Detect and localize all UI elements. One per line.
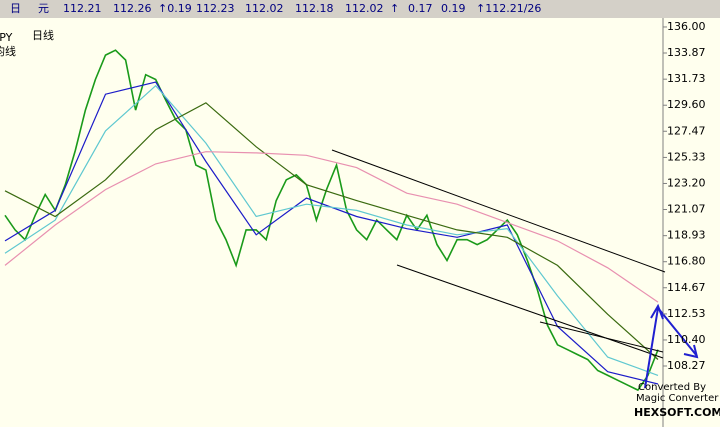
indicator: 均线 (0, 44, 16, 58)
series-line (4, 84, 659, 376)
header: 日元 112.21 112.26 ↑0.19 112.23 112.02 112.18 112… (10, 2, 541, 15)
y-tick-label: 133.87 (667, 46, 706, 59)
trend-lines (331, 149, 666, 359)
header-item: 元 (38, 2, 49, 15)
series-line (4, 151, 659, 303)
y-tick-label: 121.07 (667, 203, 706, 216)
y-tick-label: 110.40 (667, 333, 706, 346)
period: 日线 (32, 28, 54, 42)
header-bar (0, 0, 720, 18)
header-item: 0.17 (408, 2, 433, 15)
arrow-head (650, 303, 664, 320)
y-tick-label: 108.27 (667, 359, 706, 372)
forecast-arrows (644, 303, 699, 389)
y-tick-label: 136.00 (667, 20, 706, 33)
y-tick-label: 118.93 (667, 229, 706, 242)
y-tick-label: 131.73 (667, 72, 706, 85)
header-item: ↑ (390, 2, 399, 15)
trend-line (539, 321, 664, 353)
header-item: 日 (10, 2, 21, 15)
series-line (4, 102, 659, 360)
watermark: HEXSOFT.COM (634, 406, 720, 419)
header-item: ↑0.19 (158, 2, 192, 15)
y-tick-label: 114.67 (667, 281, 706, 294)
header-item: 0.19 (441, 2, 466, 15)
arrow-head (683, 344, 699, 359)
channel-lower (396, 264, 664, 359)
header-item: 112.02 (245, 2, 284, 15)
y-tick-label: 129.60 (667, 98, 706, 111)
header-item: 112.21 (63, 2, 102, 15)
header-item: ↑112.21/26 (476, 2, 541, 15)
header-item: 112.02 (345, 2, 384, 15)
watermark: Magic Converter (636, 393, 719, 404)
symbol: JPY (0, 31, 13, 44)
y-tick-label: 116.80 (667, 255, 706, 268)
series-line (4, 49, 659, 392)
watermark: Converted By (638, 382, 706, 393)
y-tick-label: 127.47 (667, 124, 706, 137)
header-item: 112.26 (113, 2, 152, 15)
y-tick-label: 112.53 (667, 307, 706, 320)
header-item: 112.23 (196, 2, 235, 15)
plot (4, 49, 659, 392)
channel-upper (331, 149, 666, 273)
header-item: 112.18 (295, 2, 334, 15)
y-tick-label: 125.33 (667, 150, 706, 163)
y-tick-label: 123.20 (667, 176, 706, 189)
